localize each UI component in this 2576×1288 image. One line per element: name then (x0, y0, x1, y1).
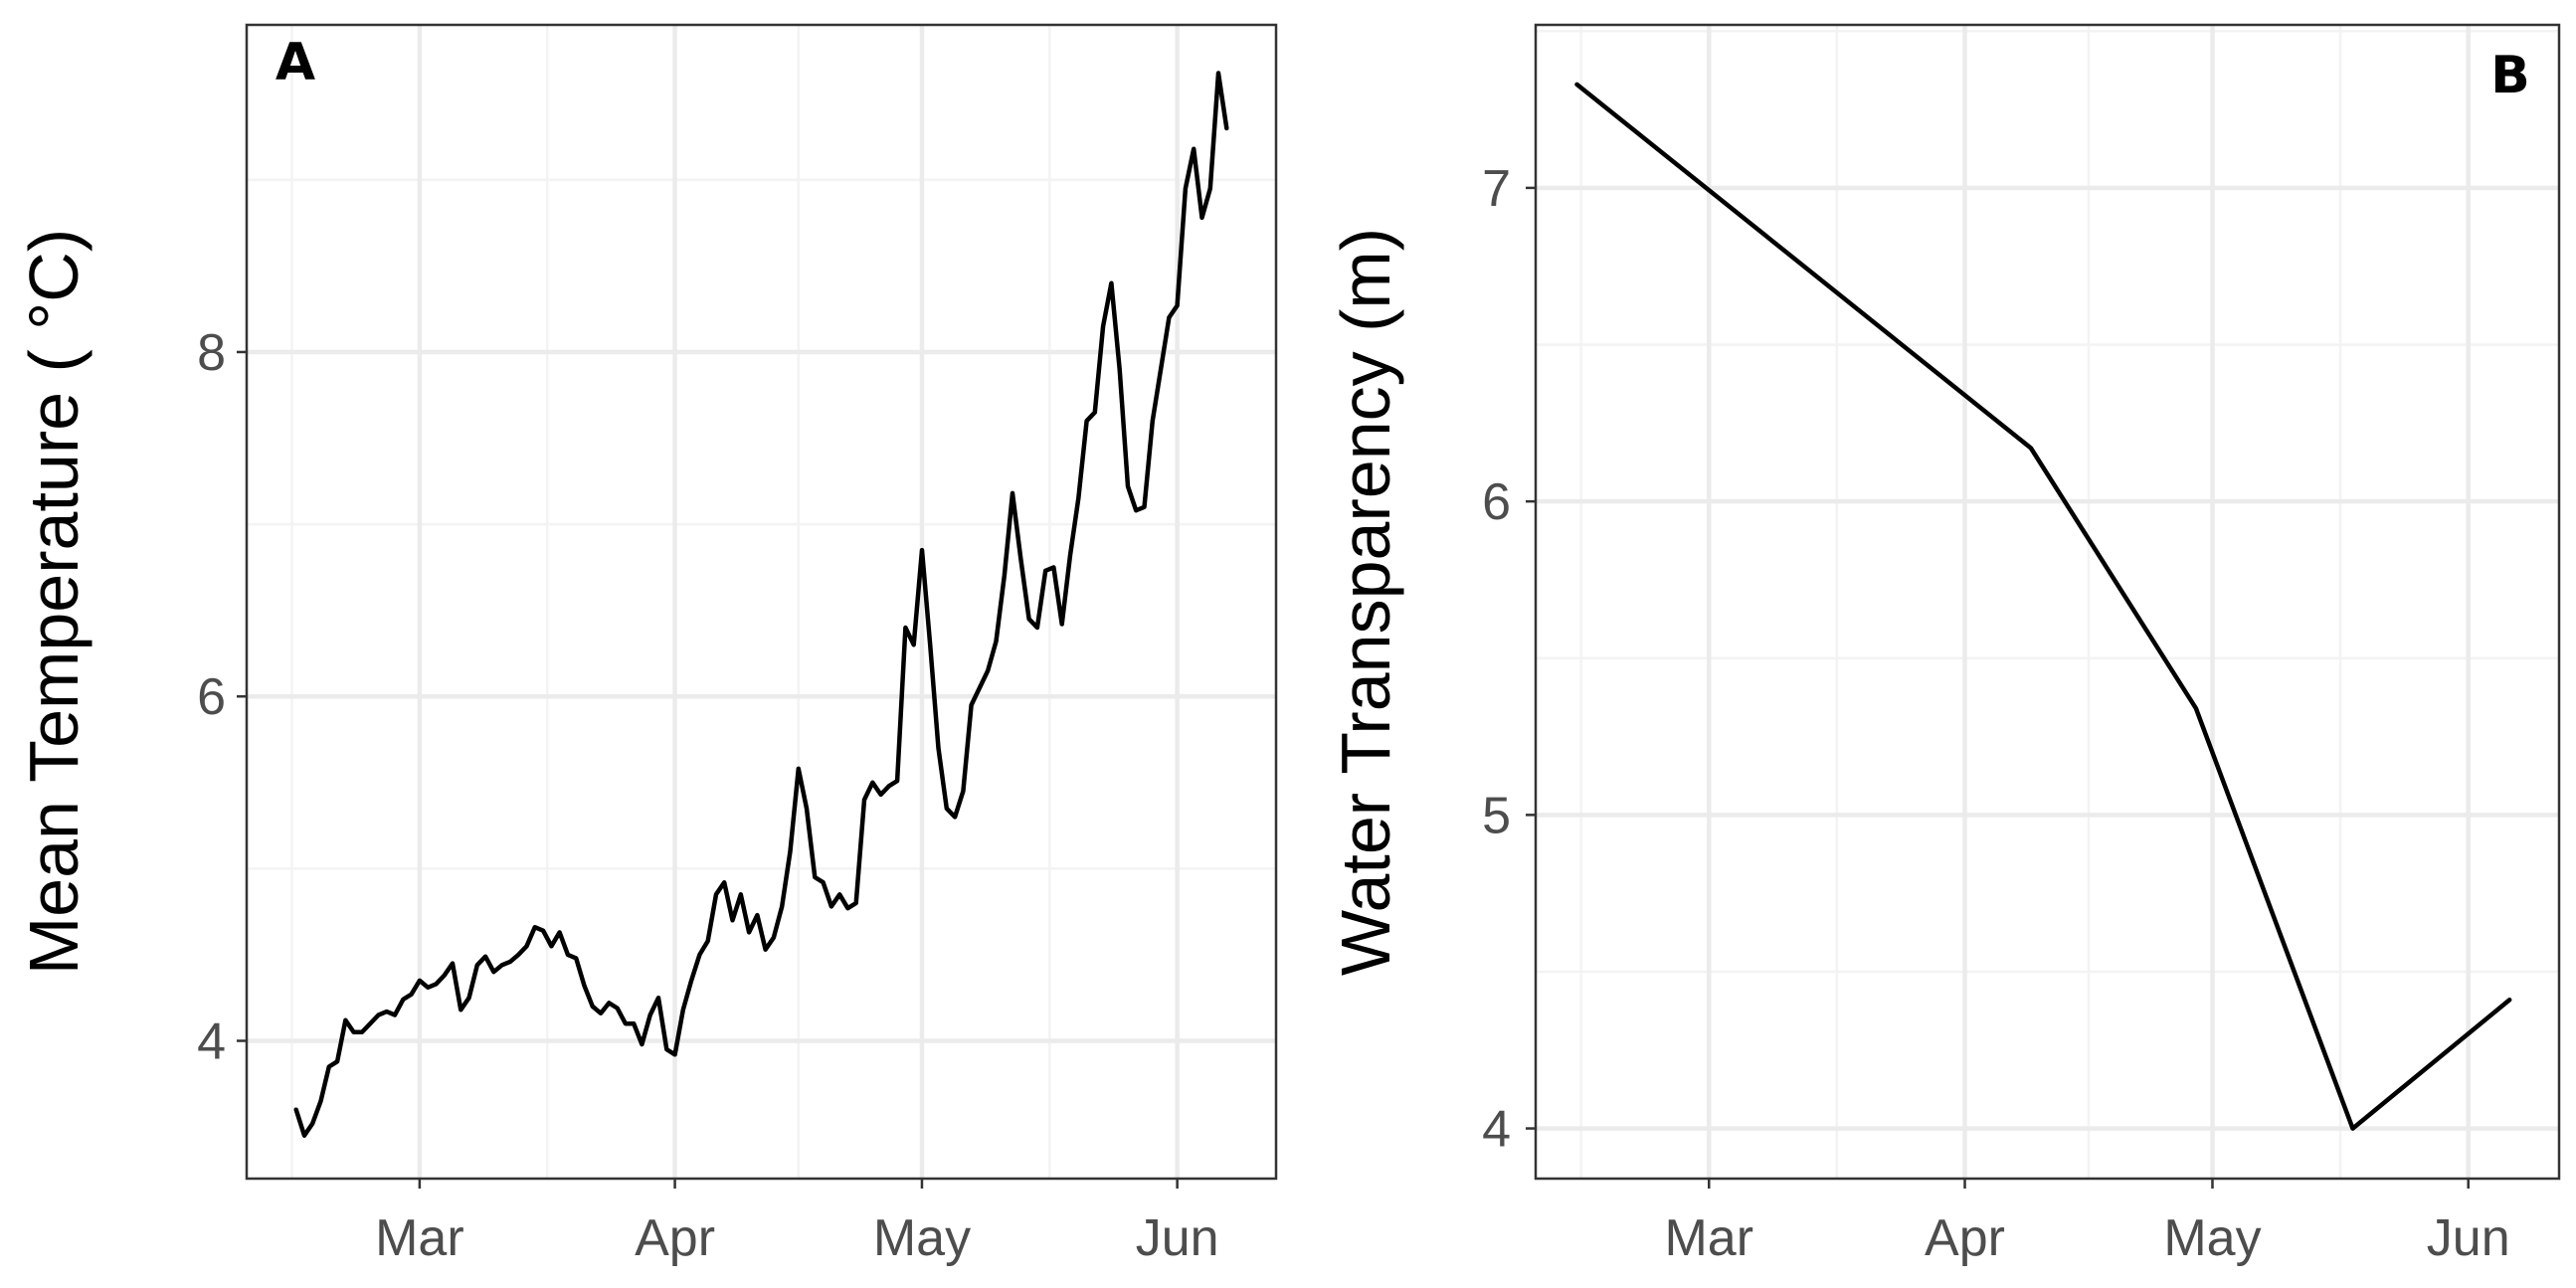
x-tick-label-jun: Jun (2427, 1209, 2510, 1267)
y-tick-label: 6 (197, 668, 226, 726)
x-tick-label-mar: Mar (375, 1209, 464, 1267)
x-tick-label-mar: Mar (1664, 1209, 1753, 1267)
x-tick-label-apr: Apr (635, 1209, 715, 1267)
panel-frame-b (1534, 23, 2561, 1181)
panel-frame-a (245, 23, 1278, 1181)
series-line-b (1574, 82, 2512, 1131)
y-tick-label: 5 (1482, 787, 1511, 844)
y-axis-title-b: Water Transparency (m) (1327, 228, 1404, 976)
panel-b: 4 5 6 7 Mar Apr May Jun B Water Transparency (m) (1327, 23, 2561, 1267)
x-tick-label-may: May (2163, 1209, 2261, 1267)
y-tick-label: 4 (197, 1012, 226, 1070)
x-tick-label-apr: Apr (1925, 1209, 2005, 1267)
y-tick-label: 4 (1482, 1101, 1511, 1159)
y-axis-title-a: Mean Temperature ( °C) (15, 229, 92, 975)
panel-label-a: A (276, 33, 315, 92)
x-tick-label-jun: Jun (1136, 1209, 1219, 1267)
panel-label-b: B (2490, 46, 2530, 105)
y-tick-label: 7 (1482, 160, 1511, 218)
y-tick-label: 6 (1482, 473, 1511, 531)
y-tick-label: 8 (197, 324, 226, 382)
x-tick-label-may: May (873, 1209, 971, 1267)
panel-a: 4 6 8 Mar Apr May Jun A Mean Temperature ( °C) (15, 23, 1278, 1267)
series-line-a (293, 71, 1229, 1138)
